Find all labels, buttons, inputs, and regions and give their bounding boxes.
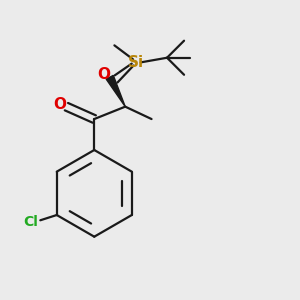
Text: O: O xyxy=(53,97,66,112)
Text: Cl: Cl xyxy=(24,215,38,230)
Polygon shape xyxy=(106,75,125,107)
Text: O: O xyxy=(98,67,111,82)
Text: Si: Si xyxy=(128,55,144,70)
